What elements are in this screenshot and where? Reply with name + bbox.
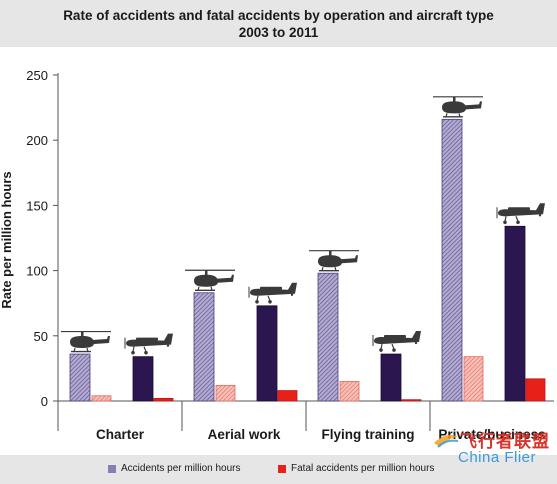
y-tick-label: 200 [26, 133, 48, 148]
bar-helicopter-accidents [317, 272, 339, 402]
bar-aeroplane-accidents [380, 353, 402, 402]
y-tick-label: 100 [26, 264, 48, 279]
aeroplane-icon [124, 333, 174, 356]
legend-swatch-accidents [108, 464, 116, 473]
bar-aeroplane-fatal [153, 397, 174, 402]
x-tick-label: Charter [96, 427, 145, 442]
helicopter-icon [309, 250, 359, 272]
bar-aeroplane-accidents [504, 225, 526, 402]
aeroplane-icon [496, 202, 546, 225]
bar-aeroplane-fatal [525, 378, 546, 402]
legend-item-accidents: Accidents per million hours [108, 463, 241, 474]
bar-helicopter-accidents [69, 353, 91, 402]
bars [69, 118, 546, 402]
helicopter-icon [61, 330, 111, 353]
bar-helicopter-fatal [339, 381, 360, 402]
chart-subtitle: 2003 to 2011 [238, 24, 319, 40]
bar-aeroplane-fatal [277, 390, 298, 402]
legend-label-fatal: Fatal accidents per million hours [291, 463, 435, 474]
y-axis-label: Rate per million hours [0, 171, 14, 308]
x-tick-label: Private/business [438, 427, 545, 442]
aeroplane-icon [248, 282, 298, 305]
aircraft-icons [61, 96, 546, 356]
axes: 0 50 100 150 200 250 Rate per million hours Cha… [0, 68, 554, 442]
bar-helicopter-fatal [463, 356, 484, 402]
bar-helicopter-fatal [215, 384, 236, 402]
y-tick-label: 50 [34, 329, 48, 344]
bar-aeroplane-accidents [132, 356, 154, 402]
y-tick-label: 150 [26, 198, 48, 213]
helicopter-icon [433, 96, 483, 118]
legend-label-accidents: Accidents per million hours [121, 463, 241, 474]
bar-aeroplane-fatal [401, 399, 422, 402]
chart-title: Rate of accidents and fatal accidents by… [63, 7, 494, 23]
aeroplane-icon [372, 330, 422, 353]
x-tick-label: Aerial work [208, 427, 281, 442]
x-tick-label: Flying training [322, 427, 415, 442]
helicopter-icon [185, 269, 235, 291]
y-tick-label: 250 [26, 68, 48, 83]
bar-helicopter-accidents [441, 118, 463, 402]
bar-helicopter-accidents [193, 292, 215, 402]
bar-aeroplane-accidents [256, 305, 278, 402]
legend-swatch-fatal [278, 464, 286, 473]
bar-helicopter-fatal [91, 395, 112, 402]
y-tick-label: 0 [41, 394, 48, 409]
chart-title-band: Rate of accidents and fatal accidents by… [0, 0, 557, 47]
legend-item-fatal: Fatal accidents per million hours [278, 463, 434, 474]
legend: Accidents per million hours Fatal accide… [0, 455, 557, 484]
chart-area: 0 50 100 150 200 250 Rate per million hours Cha… [0, 68, 554, 442]
